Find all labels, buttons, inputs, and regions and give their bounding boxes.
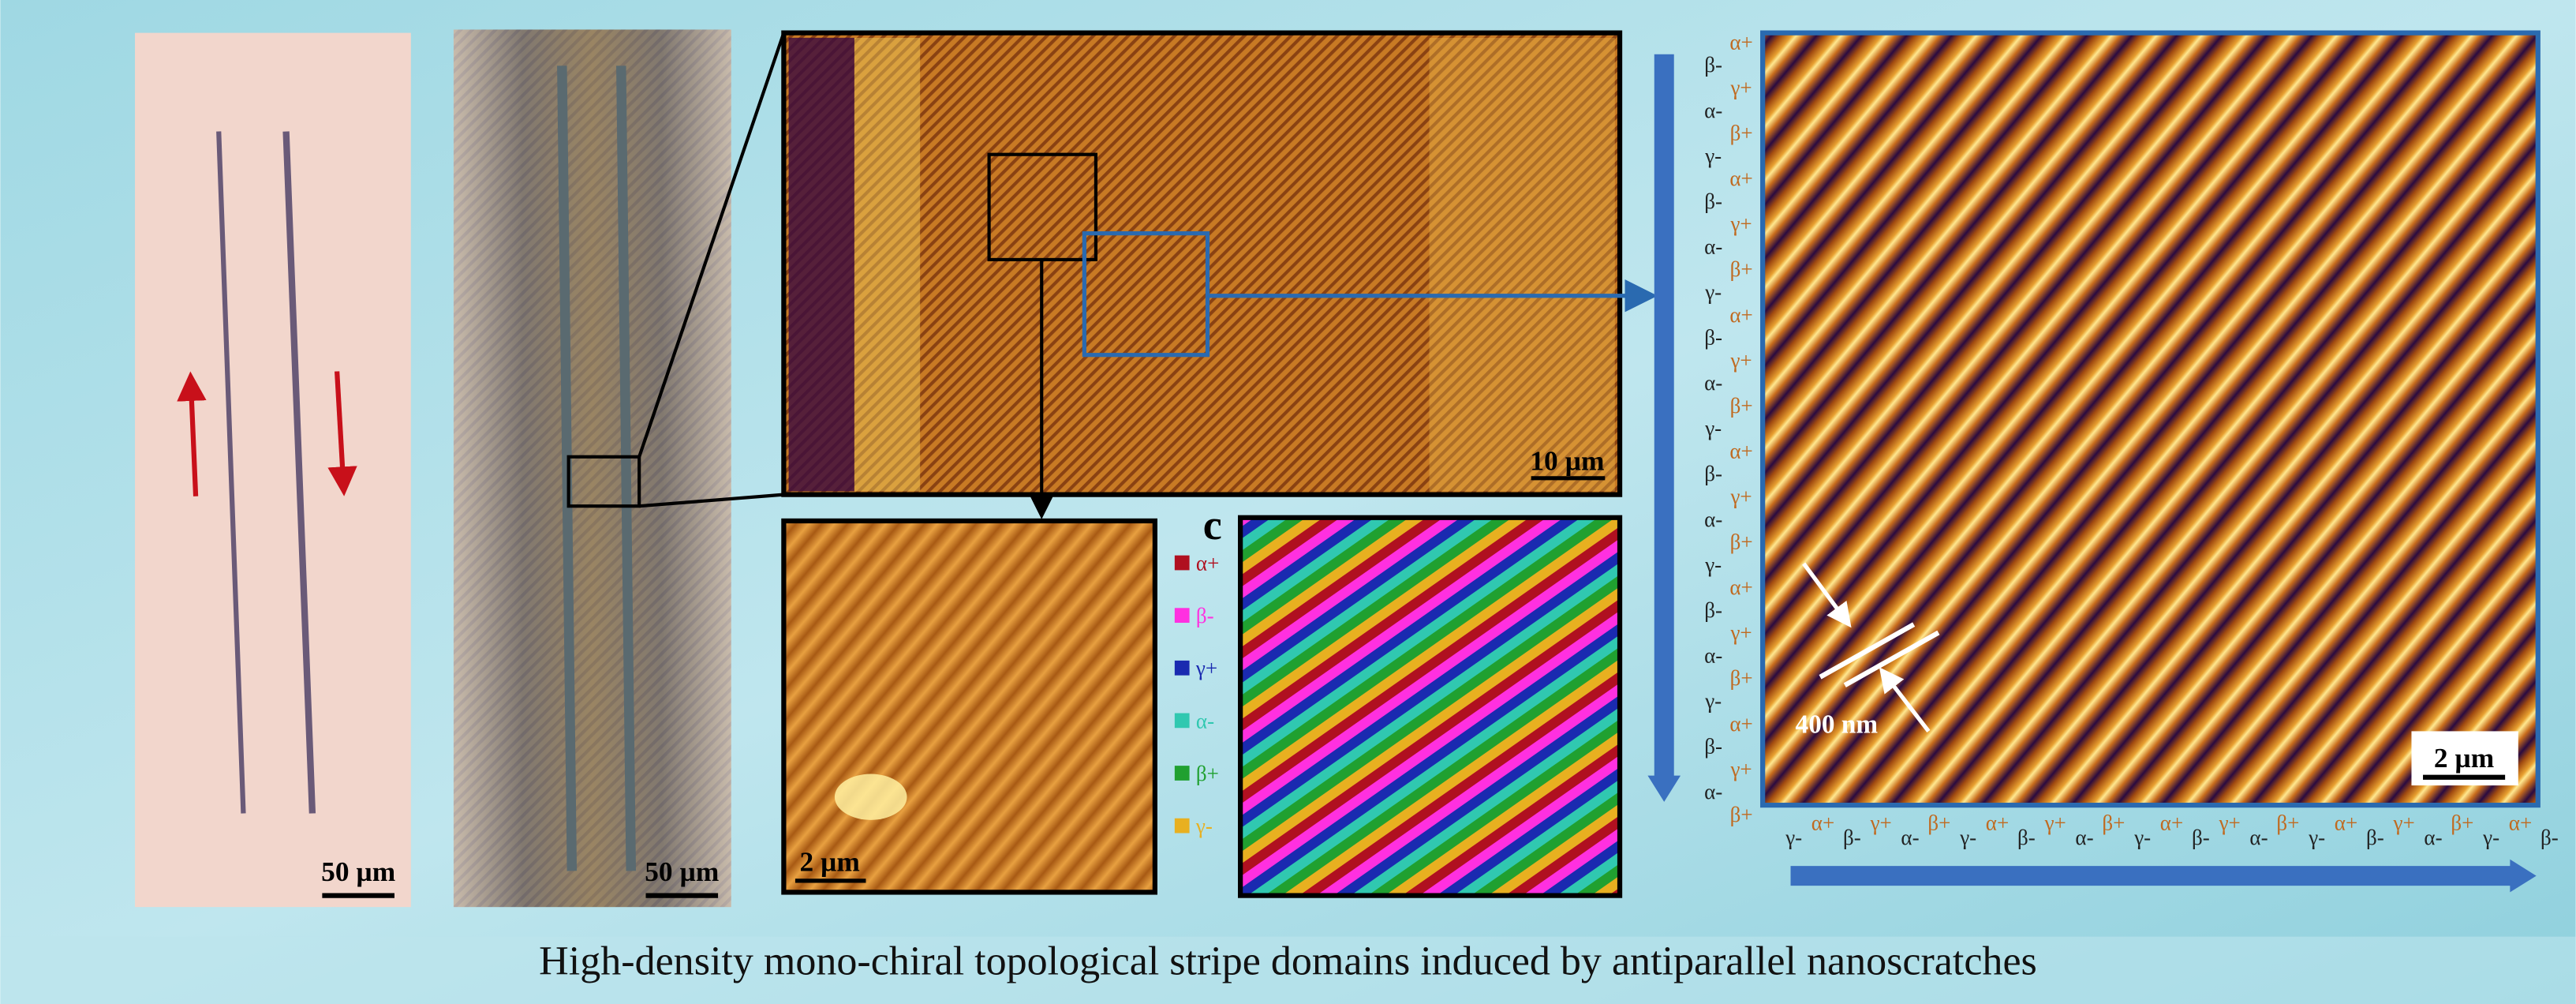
horizontal-label: α+ — [1811, 811, 1834, 834]
vertical-label: α- — [1704, 508, 1722, 531]
vertical-label: α+ — [1729, 575, 1752, 599]
page: 50 µm 50 µm 10 µm 2 µm c α+ β-γ+ α-β+ γ- 40… — [0, 0, 2576, 1004]
vertical-label: α- — [1704, 371, 1722, 395]
figure: 50 µm 50 µm 10 µm 2 µm c α+ β-γ+ α-β+ γ- 40… — [0, 0, 2576, 1004]
period-label: 400 nm — [1796, 710, 1879, 739]
horizontal-label: β+ — [2276, 811, 2299, 834]
vertical-label: β- — [1704, 326, 1722, 350]
horizontal-label: γ- — [2133, 826, 2151, 849]
vertical-label: α- — [1704, 643, 1722, 667]
vertical-label: α+ — [1729, 439, 1752, 463]
vertical-label: α+ — [1729, 167, 1752, 190]
panel-letter: c — [1203, 501, 1222, 549]
optical-image — [135, 33, 411, 908]
horizontal-label: β- — [2192, 826, 2210, 849]
horizontal-label: β- — [2540, 826, 2559, 849]
scale-label: 50 µm — [321, 856, 395, 887]
vertical-label: γ- — [1704, 144, 1722, 167]
vertical-label: α- — [1704, 780, 1722, 804]
vertical-label: β+ — [1730, 122, 1753, 145]
texture — [454, 29, 731, 907]
horizontal-label: α- — [2075, 826, 2093, 849]
vertical-label: γ+ — [1729, 212, 1752, 236]
vertical-label: β- — [1704, 462, 1722, 485]
legend-swatch — [1175, 766, 1190, 781]
horizontal-label: γ- — [1785, 826, 1802, 849]
domain-map — [1240, 518, 1620, 896]
horizontal-label: γ- — [2482, 826, 2499, 849]
vertical-label: α+ — [1729, 30, 1752, 54]
horizontal-label: β- — [2017, 826, 2036, 849]
scale-label: 10 µm — [1530, 444, 1604, 476]
vertical-label: γ- — [1704, 553, 1722, 576]
horizontal-label: γ+ — [1870, 811, 1892, 834]
afm-dark-region — [789, 38, 854, 492]
horizontal-label: α- — [2424, 826, 2442, 849]
horizontal-label: β+ — [2451, 811, 2473, 834]
horizontal-label: β- — [1843, 826, 1861, 849]
legend-label: α+ — [1196, 551, 1219, 575]
scale-label: 2 µm — [2434, 742, 2494, 774]
legend-swatch — [1175, 714, 1190, 729]
vertical-label: γ+ — [1729, 757, 1752, 781]
vertical-label: α+ — [1729, 303, 1752, 327]
legend-label: β+ — [1196, 762, 1219, 785]
legend-label: γ- — [1195, 814, 1213, 837]
afm-defect — [835, 774, 907, 820]
vertical-label: γ- — [1704, 417, 1722, 440]
vertical-label: γ+ — [1729, 621, 1752, 645]
horizontal-label: γ+ — [2393, 811, 2415, 834]
legend-label: β- — [1196, 604, 1214, 628]
horizontal-label: β+ — [1927, 811, 1950, 834]
vertical-label: β+ — [1730, 666, 1753, 690]
horizontal-label: α- — [2249, 826, 2268, 849]
scale-label: 50 µm — [645, 856, 719, 887]
vertical-label: α- — [1704, 234, 1722, 258]
vertical-label: β- — [1704, 53, 1722, 77]
legend-swatch — [1175, 608, 1190, 623]
legend-swatch — [1175, 556, 1190, 571]
afm-zoom — [783, 521, 1154, 892]
horizontal-label: β- — [2366, 826, 2384, 849]
vertical-label: α- — [1704, 99, 1722, 122]
legend-swatch — [1175, 661, 1190, 676]
horizontal-label: α+ — [2160, 811, 2183, 834]
vertical-label: γ+ — [1729, 485, 1752, 508]
vertical-label: γ+ — [1729, 348, 1752, 372]
vertical-label: γ- — [1704, 280, 1722, 304]
vertical-label: β+ — [1730, 530, 1753, 554]
vertical-label: β- — [1704, 598, 1722, 622]
horizontal-label: α- — [1901, 826, 1919, 849]
vertical-label: α+ — [1729, 712, 1752, 736]
vertical-label: γ- — [1704, 689, 1722, 713]
vertical-label: β- — [1704, 189, 1722, 213]
vertical-label: β+ — [1730, 394, 1753, 418]
horizontal-label: γ- — [1959, 826, 1976, 849]
horizontal-label: γ- — [2308, 826, 2325, 849]
horizontal-label: α+ — [2509, 811, 2532, 834]
horizontal-label: α+ — [2335, 811, 2357, 834]
caption: High-density mono-chiral topological str… — [539, 939, 2037, 984]
horizontal-label: γ+ — [2044, 811, 2066, 834]
vertical-label: β- — [1704, 735, 1722, 759]
legend-label: α- — [1196, 709, 1214, 732]
afm-bright-region — [854, 38, 920, 492]
vertical-label: γ+ — [1729, 76, 1752, 99]
legend-swatch — [1175, 819, 1190, 834]
horizontal-label: α+ — [1986, 811, 2009, 834]
scale-label: 2 µm — [799, 845, 859, 877]
afm-bright-region — [1430, 38, 1615, 492]
vertical-label: β+ — [1730, 257, 1753, 281]
horizontal-label: β+ — [2102, 811, 2125, 834]
vertical-label: β+ — [1730, 803, 1753, 826]
horizontal-label: γ+ — [2219, 811, 2241, 834]
legend-label: γ+ — [1195, 657, 1217, 680]
afm-detail — [1763, 33, 2538, 805]
